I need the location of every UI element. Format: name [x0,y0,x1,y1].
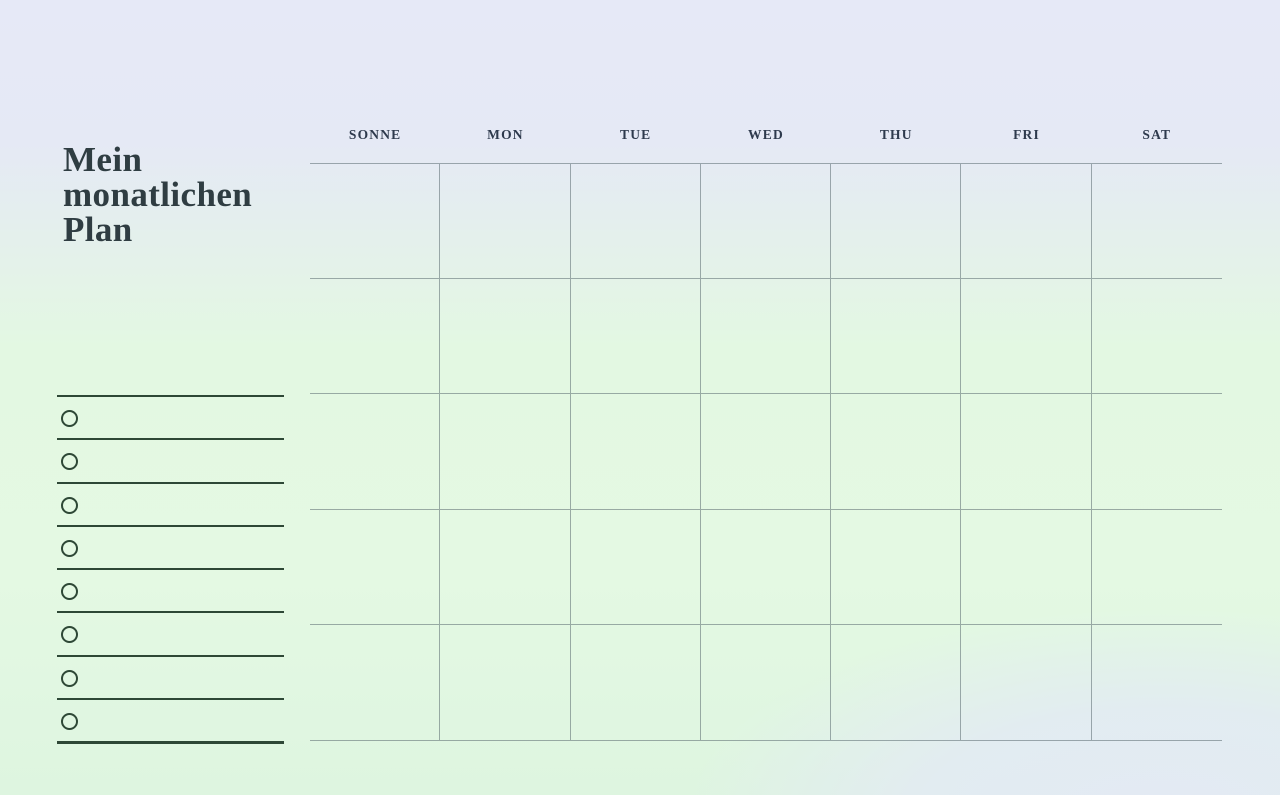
day-header-thu: THU [879,127,913,142]
calendar-cell[interactable] [961,394,1092,510]
checklist-item[interactable] [57,698,284,741]
calendar-cell[interactable] [831,164,962,280]
checkbox-circle-icon[interactable] [61,626,78,644]
checkbox-circle-icon[interactable] [61,496,78,514]
page-title-line: Plan [63,210,133,249]
calendar-cell[interactable] [310,624,441,740]
calendar-cell[interactable] [701,624,832,740]
calendar-cell[interactable] [831,509,962,625]
checkbox-circle-icon[interactable] [61,410,78,427]
day-header-wed: WED [748,127,784,142]
calendar-cell[interactable] [1091,394,1222,510]
day-header-mon: MON [487,127,524,142]
calendar-cell[interactable] [831,279,962,395]
calendar-cell[interactable] [961,279,1092,395]
page-title-line: Mein [63,140,143,179]
checkbox-circle-icon[interactable] [61,539,78,557]
calendar-cell[interactable] [1091,164,1222,280]
calendar-cell[interactable] [440,624,571,740]
calendar-cell[interactable] [570,509,701,625]
day-header-tue: TUE [620,127,652,142]
calendar-cell[interactable] [570,279,701,395]
calendar-cell[interactable] [570,164,701,280]
checklist-item[interactable] [57,524,284,568]
checkbox-circle-icon[interactable] [61,669,78,687]
day-header-sat: SAT [1142,127,1172,142]
checklist-item[interactable] [57,654,284,698]
calendar-cell[interactable] [961,164,1092,280]
calendar-cell[interactable] [310,394,441,510]
calendar-cell[interactable] [440,394,571,510]
checklist-item[interactable] [57,568,284,611]
calendar-cell[interactable] [440,509,571,625]
calendar-cell[interactable] [700,394,832,510]
calendar-cell[interactable] [831,394,962,510]
day-header-fri: FRI [1013,127,1040,142]
calendar-cell[interactable] [310,509,441,625]
checklist [57,395,284,745]
calendar-cell[interactable] [831,624,962,740]
calendar-cell[interactable] [310,279,441,395]
calendar-cell[interactable] [961,509,1092,625]
checkbox-circle-icon[interactable] [61,713,78,731]
checklist-item[interactable] [57,611,284,654]
calendar-cell[interactable] [961,624,1092,740]
checklist-item[interactable] [57,481,284,525]
calendar-cell[interactable] [571,624,701,740]
calendar-cell[interactable] [440,164,571,280]
calendar-cell[interactable] [1092,625,1222,740]
calendar-cell[interactable] [440,279,571,395]
calendar-cell[interactable] [700,279,832,395]
page-title: Mein monatlichen Plan [63,142,303,247]
page-title-line: monatlichen [63,175,253,214]
calendar-cell[interactable] [700,509,832,625]
calendar-cell[interactable] [310,164,441,280]
calendar-cell[interactable] [700,164,832,280]
calendar-cell[interactable] [570,394,701,510]
calendar-cell[interactable] [1091,510,1222,625]
checklist-item[interactable] [57,395,284,438]
checklist-item[interactable] [57,438,284,481]
checkbox-circle-icon[interactable] [61,583,78,601]
calendar-grid [310,163,1222,741]
day-header-row: SONNE MON TUE WED THU FRI SAT [310,125,1222,145]
calendar-cell[interactable] [1091,279,1222,395]
checkbox-circle-icon[interactable] [61,453,78,471]
day-header-sonne: SONNE [348,127,402,142]
